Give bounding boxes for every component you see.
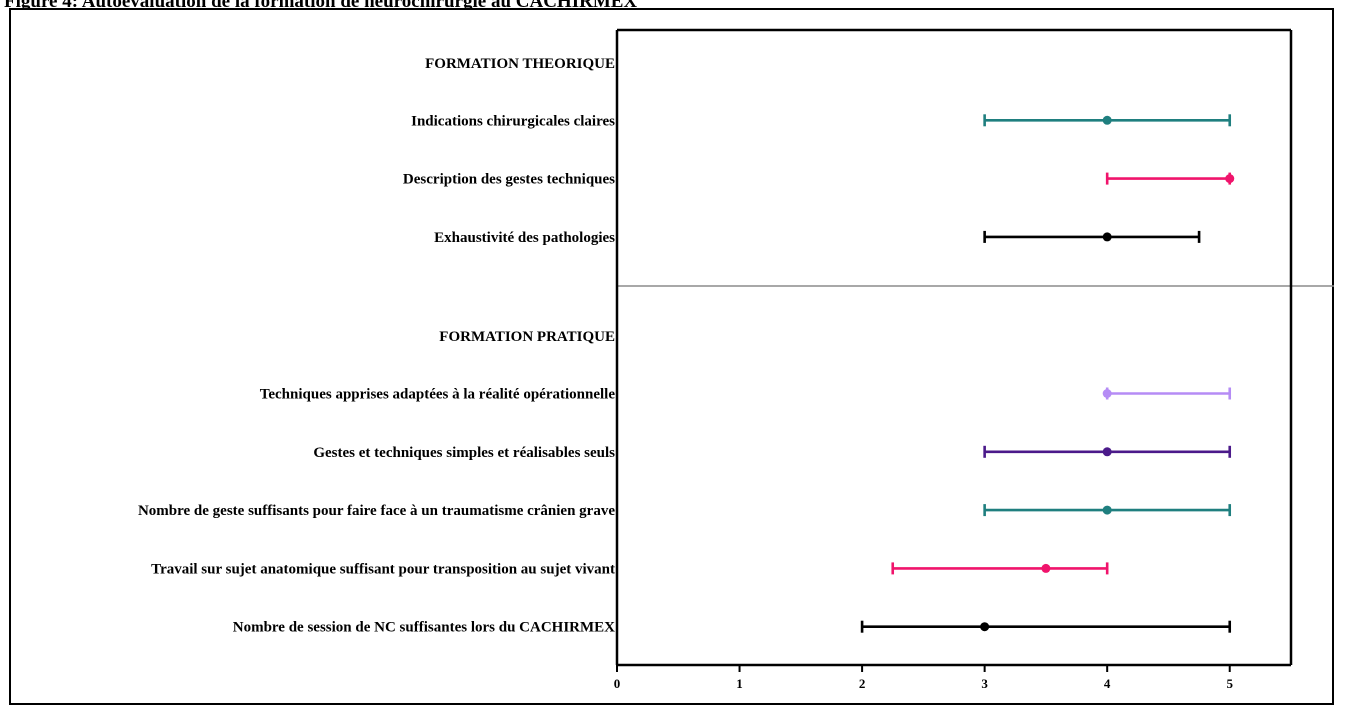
median-point [1041, 563, 1051, 573]
error-bar [1102, 387, 1232, 400]
category-label: Travail sur sujet anatomique suffisant p… [151, 561, 615, 577]
category-label: Nombre de geste suffisants pour faire fa… [138, 503, 615, 519]
x-tick-label: 4 [1104, 676, 1111, 691]
error-bar [983, 445, 1232, 458]
median-point [980, 622, 990, 632]
x-tick-label: 1 [736, 676, 743, 691]
error-bars [860, 114, 1235, 633]
category-label: Techniques apprises adaptées à la réalit… [260, 387, 616, 403]
error-bar [983, 114, 1232, 127]
category-labels: FORMATION THEORIQUE Indications chirurgic… [138, 56, 615, 636]
category-label: Gestes et techniques simples et réalisab… [313, 445, 615, 461]
category-label: Description des gestes techniques [403, 172, 615, 188]
x-tick-label: 5 [1226, 676, 1233, 691]
median-point [1102, 447, 1112, 457]
median-point [1102, 389, 1112, 398]
error-bar [860, 620, 1232, 633]
x-tick-label: 0 [614, 676, 621, 691]
category-label: Indications chirurgicales claires [411, 113, 615, 129]
error-bar [983, 504, 1232, 517]
error-bar [983, 230, 1201, 243]
section-header: FORMATION PRATIQUE [439, 329, 615, 345]
median-point [1102, 232, 1112, 242]
figure-frame [9, 8, 1334, 705]
median-point [1102, 505, 1112, 515]
x-axis: 0 1 2 3 4 5 [614, 28, 1293, 691]
x-tick-label: 3 [981, 676, 988, 691]
category-label: Exhaustivité des pathologies [434, 230, 615, 246]
x-tick-label: 2 [859, 676, 866, 691]
error-bar [1105, 172, 1235, 185]
section-header: FORMATION THEORIQUE [425, 56, 615, 72]
category-label: Nombre de session de NC suffisantes lors… [233, 620, 615, 636]
median-point [1102, 115, 1112, 125]
median-point [1225, 174, 1235, 184]
error-bar [891, 562, 1109, 575]
